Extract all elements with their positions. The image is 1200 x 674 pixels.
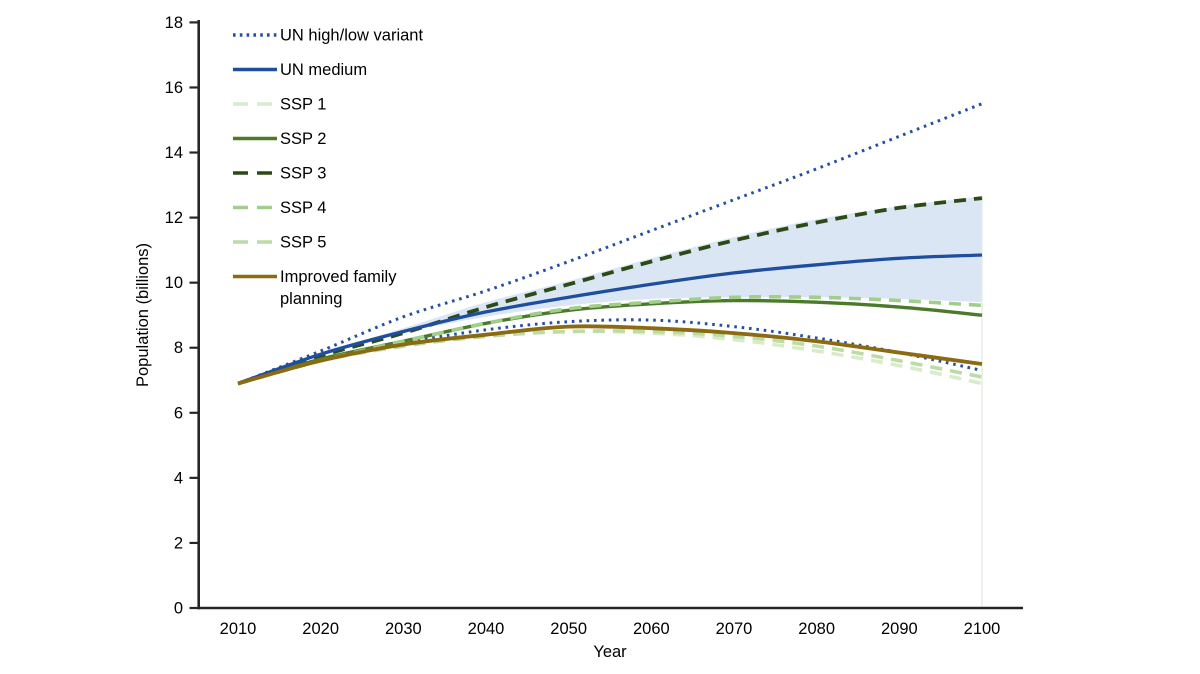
x-tick-label: 2030	[385, 620, 422, 638]
x-tick-label: 2040	[468, 620, 505, 638]
y-tick-label: 12	[165, 209, 183, 227]
legend-label-improved-family-planning: planning	[280, 290, 342, 308]
y-tick-label: 10	[165, 274, 183, 292]
y-tick-label: 14	[165, 144, 183, 162]
series-un-high-variant	[237, 102, 983, 385]
y-tick-label: 16	[165, 79, 183, 97]
series-ssp-3	[237, 196, 983, 386]
legend-label-ssp-1: SSP 1	[280, 96, 326, 114]
x-tick-label: 2100	[964, 620, 1001, 638]
legend-label-un-medium: UN medium	[280, 61, 367, 79]
x-tick-label: 2070	[716, 620, 753, 638]
axes-layer: 0 2 4 6 8 10 12 14 16 18 2010 2020 2030 2040 2050 2060 2…	[165, 14, 1023, 638]
x-tick-label: 2060	[633, 620, 670, 638]
y-tick-label: 4	[174, 469, 183, 487]
x-axis-title: Year	[593, 643, 627, 661]
x-tick-label: 2050	[550, 620, 587, 638]
legend-label-ssp-3: SSP 3	[280, 165, 326, 183]
legend-label-ssp-2: SSP 2	[280, 130, 326, 148]
confidence-band	[320, 196, 983, 356]
legend: UN high/low variant UN medium SSP 1 SSP 2 SS…	[233, 27, 423, 308]
x-tick-label: 2010	[220, 620, 257, 638]
y-axis-title: Population (billions)	[134, 243, 152, 387]
legend-label-ssp-5: SSP 5	[280, 234, 326, 252]
x-tick-label: 2020	[302, 620, 339, 638]
y-tick-label: 18	[165, 14, 183, 32]
series-layer	[237, 102, 983, 386]
legend-label-ssp-4: SSP 4	[280, 199, 326, 217]
legend-label-improved-family-planning: Improved family	[280, 268, 397, 286]
series-improved-family-planning	[237, 324, 983, 386]
x-tick-label: 2090	[881, 620, 918, 638]
series-ssp-2	[237, 298, 983, 386]
y-tick-label: 6	[174, 404, 183, 422]
legend-label-un-high-low-variant: UN high/low variant	[280, 27, 423, 45]
series-un-medium	[237, 253, 983, 386]
series-un-low-variant	[237, 318, 983, 385]
y-tick-label: 0	[174, 600, 183, 618]
band-layer	[320, 196, 983, 606]
x-tick-label: 2080	[798, 620, 835, 638]
y-tick-label: 8	[174, 339, 183, 357]
y-tick-label: 2	[174, 534, 183, 552]
